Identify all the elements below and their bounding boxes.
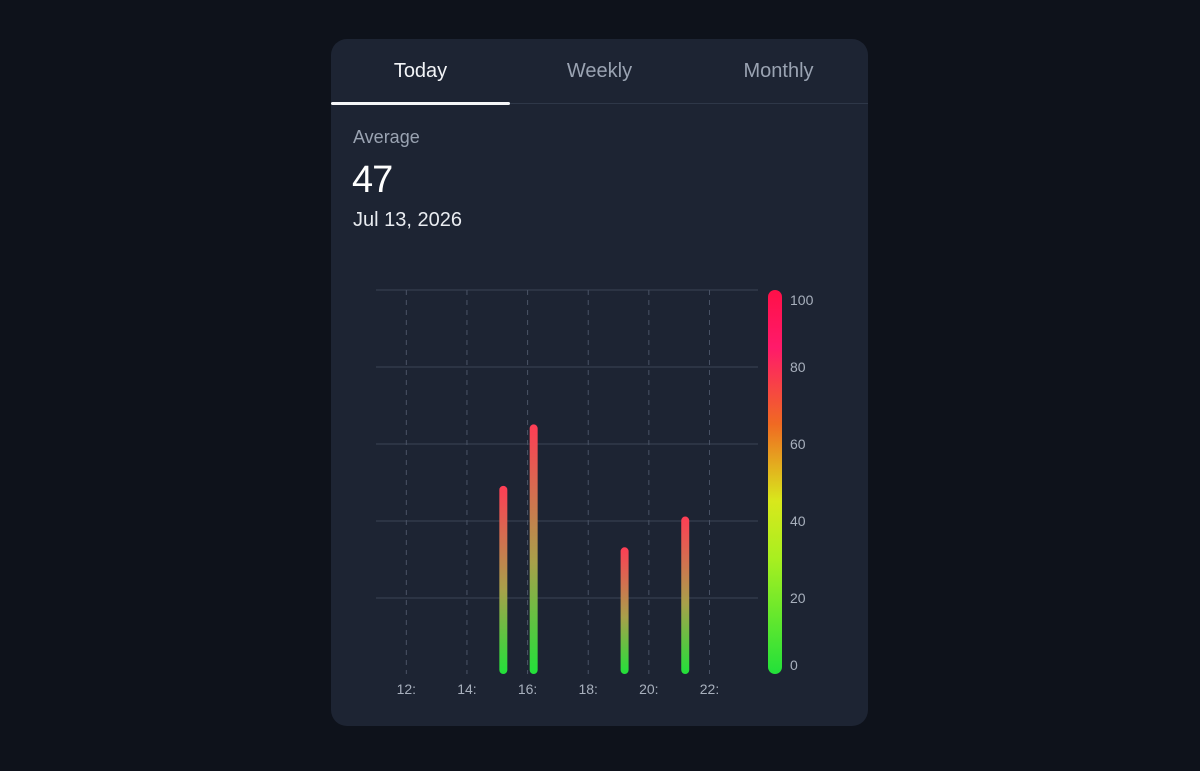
y-tick-label: 20: [790, 590, 806, 606]
x-tick-label: 16:: [518, 681, 537, 697]
x-tick-label: 22:: [700, 681, 719, 697]
chart-bars: [499, 424, 690, 674]
tab-weekly[interactable]: Weekly: [510, 39, 689, 103]
tab-monthly-label: Monthly: [743, 59, 814, 82]
x-axis-labels: 12: 14: 16: 18: 20: 22:: [397, 681, 720, 697]
x-tick-label: 20:: [639, 681, 658, 697]
y-tick-label: 40: [790, 513, 806, 529]
tab-monthly[interactable]: Monthly: [689, 39, 868, 103]
chart-bar: [529, 424, 538, 674]
average-value: 47: [352, 159, 393, 201]
chart-bar: [681, 516, 690, 674]
summary-date: Jul 13, 2026: [353, 209, 462, 231]
tab-today[interactable]: Today: [331, 39, 510, 105]
active-tab-indicator: [331, 102, 510, 105]
bar-chart: 12: 14: 16: 18: 20: 22: 100 80 60 40 20 0: [376, 289, 814, 697]
y-tick-label: 0: [790, 657, 798, 673]
stats-card: Today Weekly Monthly Average 47 Jul 13, …: [331, 39, 868, 726]
period-tabs: Today Weekly Monthly: [331, 39, 868, 105]
chart-bar: [499, 485, 508, 674]
y-axis-labels: 100 80 60 40 20 0: [790, 292, 814, 673]
x-tick-label: 14:: [457, 681, 476, 697]
x-tick-label: 12:: [397, 681, 416, 697]
y-tick-label: 100: [790, 292, 814, 308]
x-tick-label: 18:: [578, 681, 597, 697]
chart-grid: [376, 289, 758, 674]
tab-weekly-label: Weekly: [566, 59, 633, 82]
y-tick-label: 60: [790, 436, 806, 452]
average-label: Average: [353, 127, 420, 147]
y-tick-label: 80: [790, 359, 806, 375]
color-scale-bar: [768, 290, 782, 674]
color-scale: [768, 290, 782, 674]
chart-bar: [620, 547, 629, 674]
tab-today-label: Today: [393, 59, 448, 82]
